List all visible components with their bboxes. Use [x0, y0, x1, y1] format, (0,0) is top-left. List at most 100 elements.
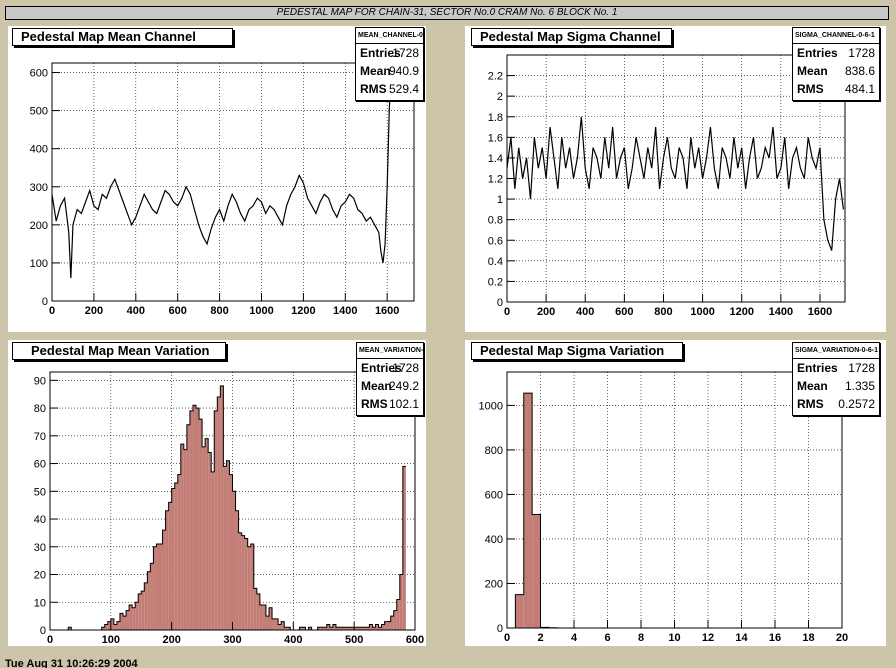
series-line: [51, 64, 392, 279]
histogram-bar: [396, 599, 400, 630]
y-tick-label: 0.8: [488, 215, 503, 227]
y-tick-label: 100: [30, 258, 48, 270]
histogram-bar: [265, 616, 269, 630]
histogram-bar: [229, 474, 233, 630]
histogram-bar: [244, 538, 248, 630]
stats-label: RMS: [360, 82, 387, 96]
histogram-bar: [168, 502, 172, 630]
histogram-bar: [381, 624, 385, 630]
x-tick-label: 0: [47, 634, 53, 646]
plot-area: [52, 63, 414, 301]
histogram-bar: [259, 605, 263, 630]
x-tick-label: 16: [769, 632, 781, 644]
stats-value: 940.9: [388, 64, 419, 78]
x-tick-label: 1000: [690, 306, 714, 318]
stats-value: 529.4: [388, 82, 419, 96]
histogram-bar: [241, 535, 245, 630]
x-tick-label: 1400: [769, 306, 793, 318]
stats-row-entries: Entries 1728: [793, 359, 879, 377]
stats-row-entries: Entries 1728: [356, 44, 423, 62]
x-tick-label: 1200: [291, 305, 315, 317]
histogram-bar: [159, 544, 163, 630]
histogram-bar: [171, 488, 175, 630]
stats-name: SIGMA_VARIATION-0-6-1: [793, 343, 879, 359]
y-tick-label: 80: [34, 403, 46, 415]
stats-value: 1728: [392, 361, 419, 375]
x-tick-label: 400: [576, 306, 594, 318]
histogram-bar: [156, 544, 160, 630]
chart-mean-channel: 0 200 400 600 800 1000 1200 1400 1600 0 100 200 300 4…: [30, 62, 415, 317]
histogram-bar: [107, 621, 111, 630]
histogram-bar: [211, 471, 215, 630]
chart-title: Pedestal Map Sigma Variation: [471, 342, 683, 360]
x-tick-label: 2: [537, 632, 543, 644]
stats-box: SIGMA_VARIATION-0-6-1 Entries 1728 Mean 1.…: [792, 342, 880, 416]
histogram-bar: [308, 627, 312, 630]
x-tick-label: 400: [127, 305, 145, 317]
stats-row-rms: RMS 102.1: [357, 395, 423, 413]
histogram-bar: [523, 393, 533, 628]
histogram-bar: [387, 621, 391, 630]
histogram-bar: [302, 627, 306, 630]
histogram-bar: [116, 621, 120, 630]
histogram-bar: [326, 624, 330, 630]
stats-row-rms: RMS 529.4: [356, 80, 423, 98]
stats-row-rms: RMS 484.1: [793, 80, 879, 98]
y-tick-label: 30: [34, 542, 46, 554]
y-tick-label: 400: [485, 534, 503, 546]
histogram-bar: [320, 627, 324, 630]
x-tick-label: 800: [210, 305, 228, 317]
x-tick-label: 18: [802, 632, 814, 644]
histogram-bar: [299, 627, 303, 630]
y-tick-label: 60: [34, 459, 46, 471]
histogram-bar: [338, 627, 342, 630]
stats-value: 249.2: [388, 379, 419, 393]
y-tick-label: 0: [40, 625, 46, 637]
x-tick-label: 0: [504, 306, 510, 318]
x-tick-label: 10: [668, 632, 680, 644]
histogram-bar: [402, 466, 406, 630]
y-tick-label: 2: [497, 91, 503, 103]
histogram-bar: [332, 624, 336, 630]
chart-mean-variation: 0 100 200 300 400 500 600 0 10 20 30 40 50 60 70 80 90: [34, 371, 424, 646]
histogram-bar: [68, 627, 72, 630]
histogram-bar: [135, 602, 139, 630]
x-tick-label: 6: [604, 632, 610, 644]
x-tick-label: 200: [85, 305, 103, 317]
histogram-bar: [369, 624, 373, 630]
histogram-bar: [208, 452, 212, 630]
y-tick-label: 1.6: [488, 132, 503, 144]
x-tick-label: 600: [406, 634, 424, 646]
x-tick-label: 1400: [333, 305, 357, 317]
histogram-bar: [372, 627, 376, 630]
y-tick-label: 800: [485, 445, 503, 457]
y-tick-label: 400: [30, 144, 48, 156]
stats-row-mean: Mean 838.6: [793, 62, 879, 80]
histogram-bar: [162, 530, 166, 630]
histogram-bar: [390, 616, 394, 630]
histogram-bar: [138, 593, 142, 630]
x-tick-label: 400: [284, 634, 302, 646]
y-tick-label: 300: [30, 182, 48, 194]
histogram-bar: [110, 618, 114, 630]
x-tick-label: 14: [735, 632, 748, 644]
histogram-bar: [183, 449, 187, 630]
histogram-bar: [119, 613, 123, 630]
x-tick-label: 0: [49, 305, 55, 317]
histogram-bar: [399, 574, 403, 630]
histogram-bar: [174, 482, 178, 630]
stats-label: RMS: [797, 397, 824, 411]
histogram-bar: [129, 605, 133, 630]
x-tick-label: 8: [638, 632, 644, 644]
x-tick-label: 600: [615, 306, 633, 318]
histogram-bar: [177, 474, 181, 630]
histogram-bar: [335, 627, 339, 630]
histogram-bar: [223, 466, 227, 630]
stats-label: Entries: [361, 361, 402, 375]
histogram-bar: [378, 627, 382, 630]
x-tick-label: 1000: [249, 305, 273, 317]
histogram-bar: [281, 621, 285, 630]
histogram-bar: [189, 410, 193, 630]
y-tick-label: 0.6: [488, 235, 503, 247]
